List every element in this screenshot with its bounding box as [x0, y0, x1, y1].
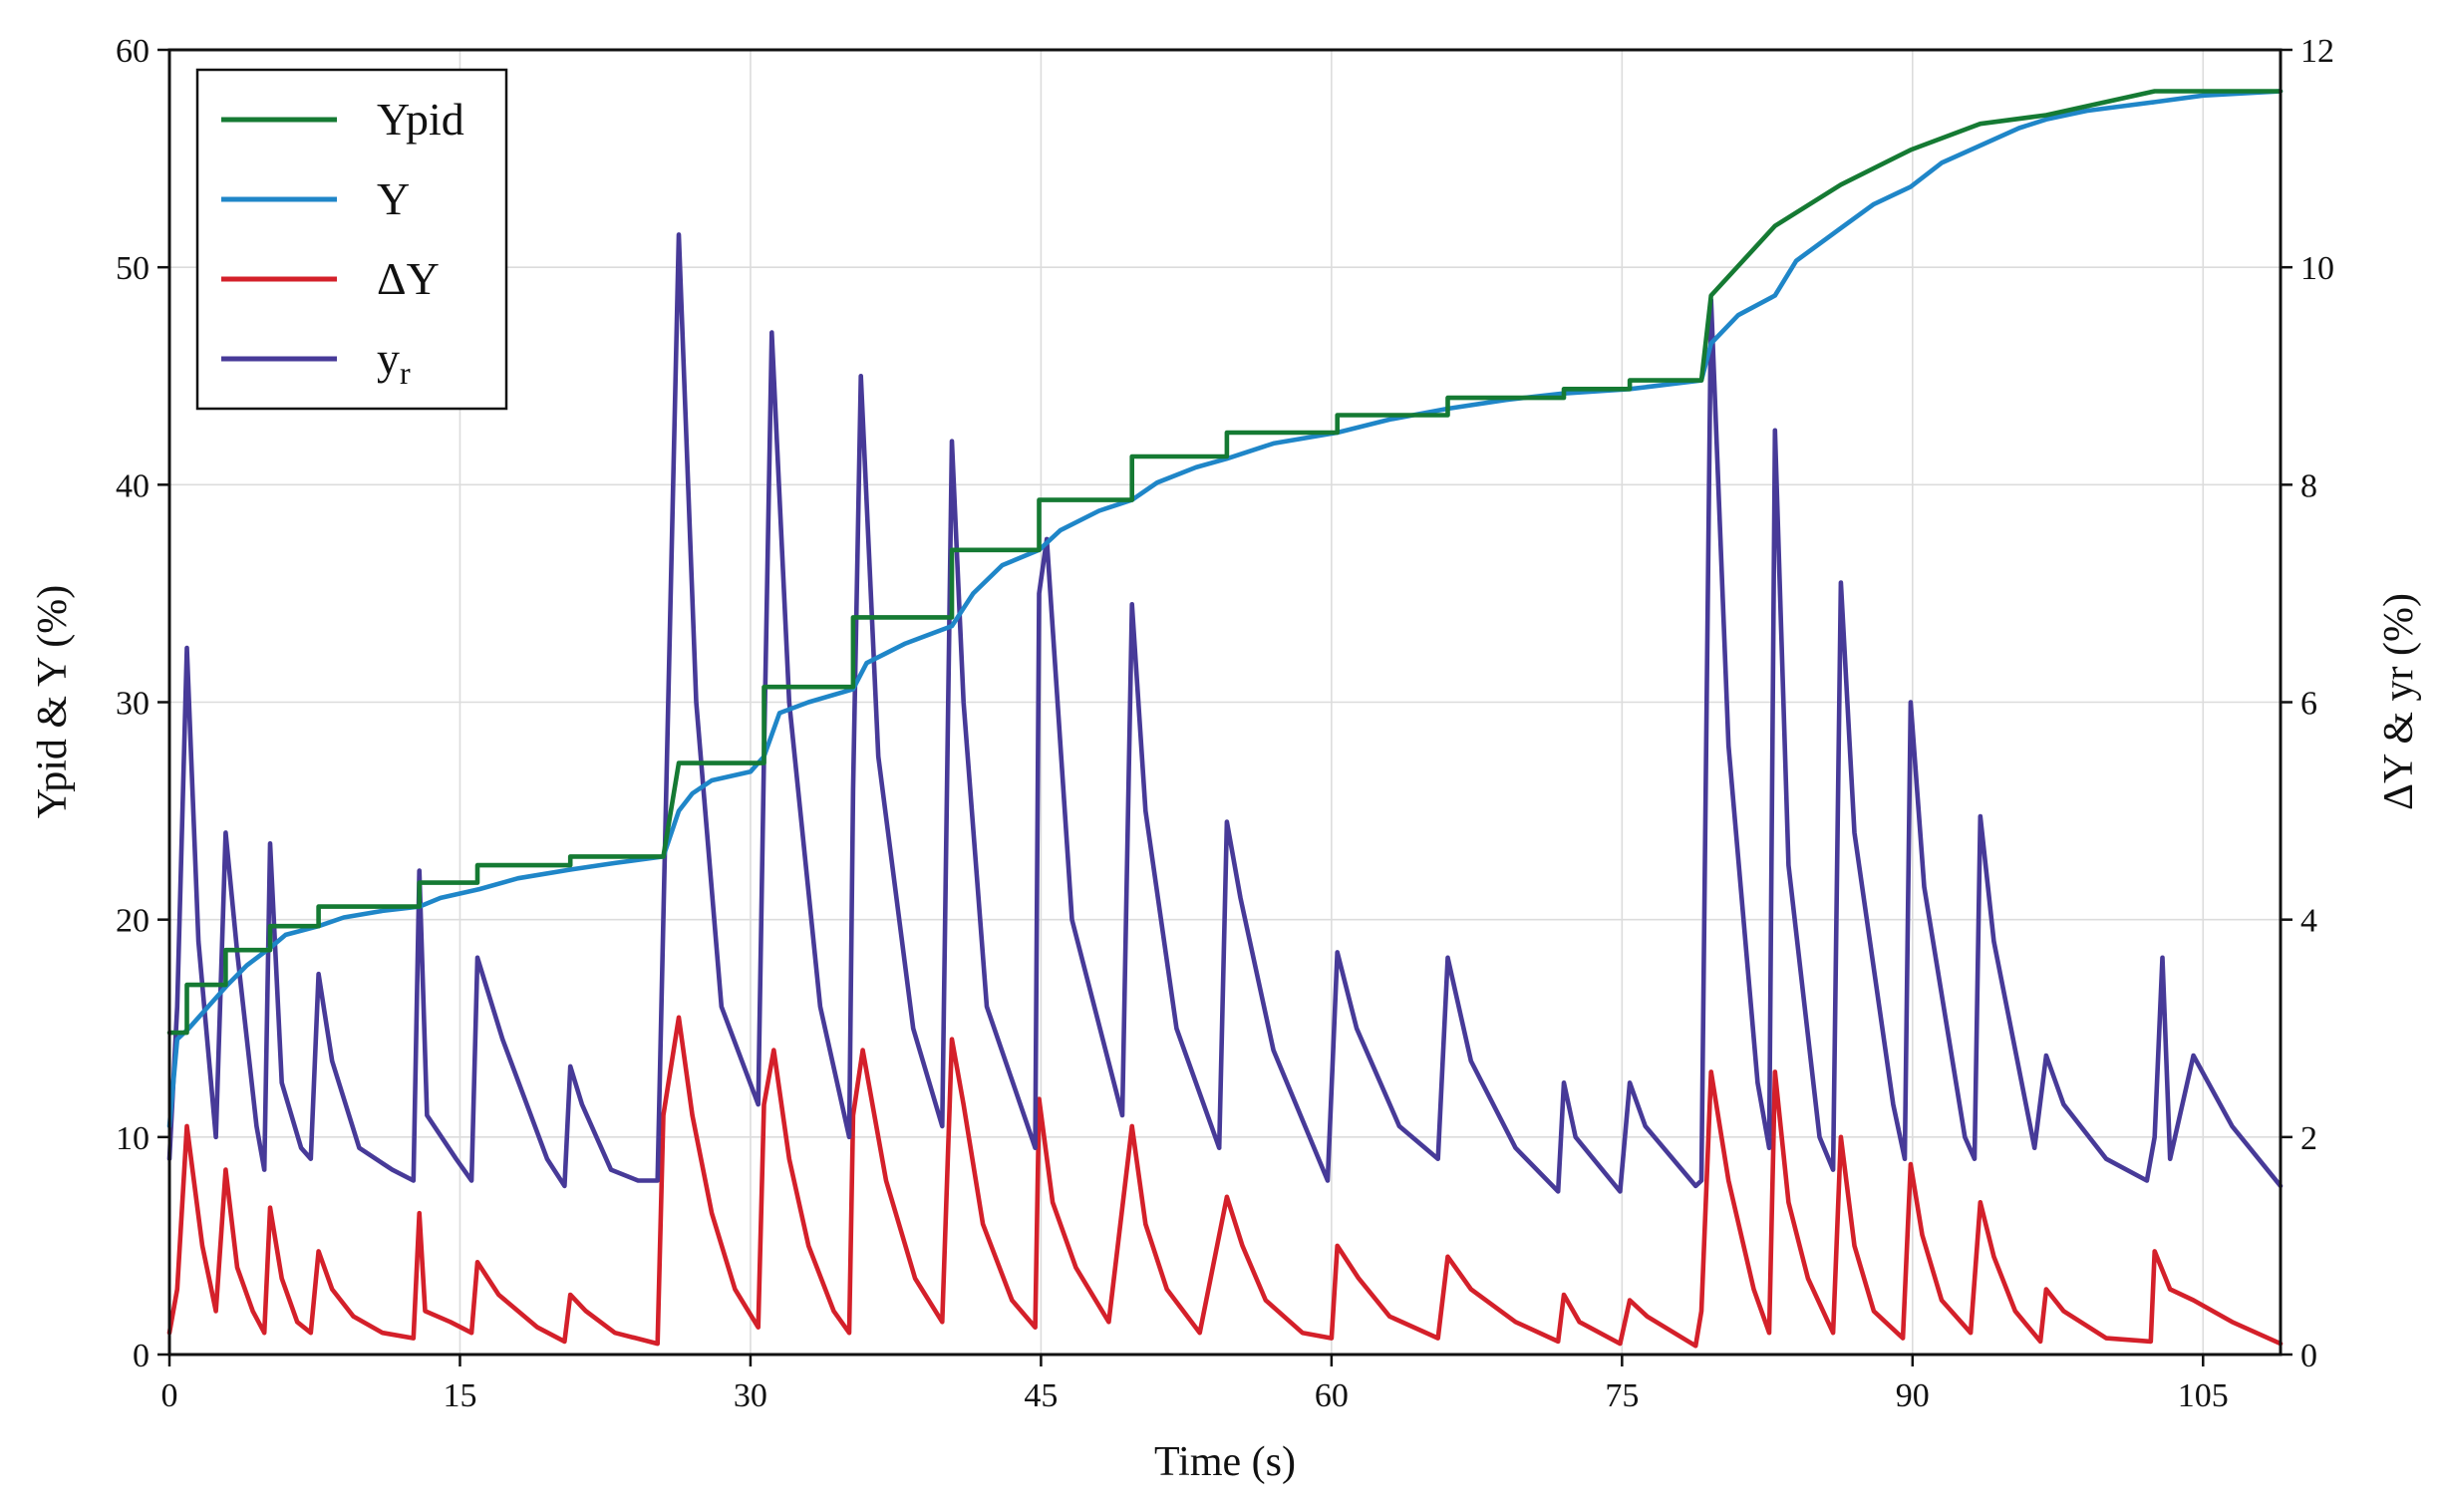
x-axis: 0 15 30 45 60 75 90 105	[161, 1355, 2229, 1414]
series-line-Y	[166, 89, 2284, 1129]
legend-label-Y: Y	[377, 173, 410, 224]
y-right-tick-label: 12	[2300, 33, 2334, 70]
x-tick-label: 105	[2178, 1377, 2229, 1414]
legend-box	[195, 68, 508, 411]
y-right-tick-label: 8	[2300, 467, 2317, 504]
legend-label-Ypid: Ypid	[377, 94, 464, 145]
y-right-tick-label: 10	[2300, 250, 2334, 287]
series-line-yr	[166, 232, 2284, 1194]
y-left-tick-label: 0	[133, 1338, 150, 1374]
y-left-tick-label: 20	[116, 903, 150, 940]
y-axis-right-title: ΔY & yr (%)	[2376, 593, 2422, 810]
y-left-tick-label: 40	[116, 467, 150, 504]
x-tick-label: 90	[1896, 1377, 1930, 1414]
y-right-tick-label: 4	[2300, 903, 2317, 940]
series-line-Ypid	[166, 89, 2284, 1036]
y-axis-right: 0 2 4 6 8 10 12	[2281, 33, 2334, 1374]
y-left-tick-label: 30	[116, 686, 150, 723]
y-right-tick-label: 0	[2300, 1338, 2317, 1374]
y-right-tick-label: 2	[2300, 1120, 2317, 1157]
x-axis-title: Time (s)	[1154, 1439, 1296, 1485]
x-tick-label: 30	[734, 1377, 767, 1414]
x-tick-label: 0	[161, 1377, 178, 1414]
x-tick-label: 45	[1024, 1377, 1058, 1414]
series-layer	[166, 89, 2284, 1349]
y-right-tick-label: 6	[2300, 686, 2317, 723]
y-axis-left-title: Ypid & Y (%)	[30, 585, 76, 819]
y-axis-left: 0 10 20 30 40 50 60	[116, 33, 169, 1374]
x-tick-label: 75	[1605, 1377, 1639, 1414]
x-tick-label: 60	[1315, 1377, 1349, 1414]
legend-label-subscript: r	[400, 355, 411, 391]
legend-label-ΔY: ΔY	[377, 253, 440, 304]
y-left-tick-label: 60	[116, 33, 150, 70]
y-left-tick-label: 50	[116, 250, 150, 287]
series-line-ΔY	[166, 1015, 2284, 1349]
x-tick-label: 15	[443, 1377, 476, 1414]
y-left-tick-label: 10	[116, 1120, 150, 1157]
